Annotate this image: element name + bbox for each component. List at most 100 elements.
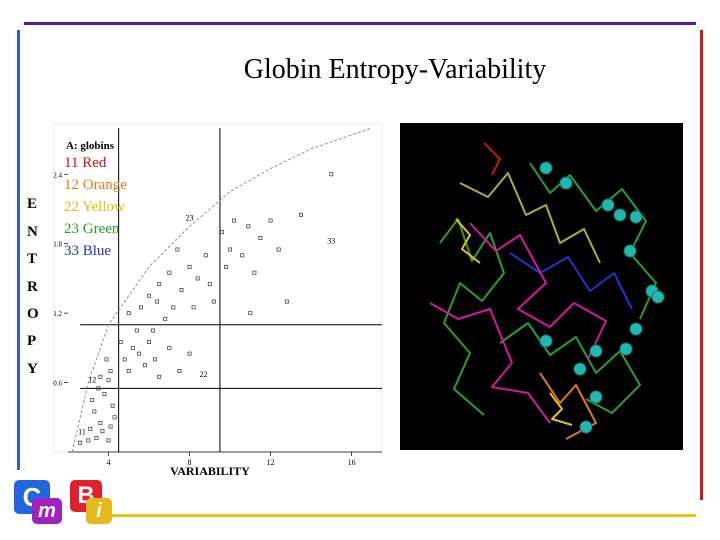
x-tick-label: 12: [267, 458, 275, 467]
data-point: [276, 247, 281, 252]
data-point: [106, 378, 111, 383]
data-point: [252, 270, 257, 275]
region-label: 22: [200, 370, 208, 379]
data-point: [90, 397, 95, 402]
legend-item-green: 23 Green: [64, 221, 120, 237]
data-point: [126, 311, 131, 316]
bottom-rule: [100, 514, 696, 517]
data-point: [94, 436, 99, 441]
data-point: [329, 172, 334, 177]
x-axis-label: VARIABILITY: [170, 464, 250, 478]
data-point: [98, 374, 103, 379]
data-point: [167, 345, 172, 350]
data-point: [179, 288, 184, 292]
data-point: [108, 369, 113, 373]
helix-olive: [459, 172, 601, 264]
data-point: [122, 357, 127, 362]
cyan-residues: [539, 161, 665, 434]
data-points: [78, 172, 334, 445]
data-point: [147, 340, 151, 345]
x-tick-label: 16: [348, 458, 356, 467]
data-point: [224, 264, 228, 269]
y-tick-label: 2.4: [53, 171, 62, 179]
data-point: [126, 369, 131, 373]
data-point: [98, 421, 103, 426]
helix-green-c: [499, 322, 641, 414]
data-point: [100, 429, 105, 434]
data-point: [102, 392, 107, 397]
y-tick-label: 1.2: [53, 310, 62, 318]
logo-letter-m: m: [32, 498, 62, 524]
data-point: [147, 293, 151, 298]
legend-item-red: 11 Red: [64, 155, 107, 171]
region-labels: 11 12 22 23 33: [78, 214, 335, 437]
data-point: [88, 426, 93, 431]
data-point: [92, 409, 97, 414]
entropy-variability-chart: 4 8 12 16 2.4 1.8 1.2 0.6 11 12 22 23 33 A: globins…: [53, 123, 383, 478]
data-point: [246, 224, 251, 229]
ylabel-letter-p: P: [27, 333, 37, 349]
data-point: [157, 374, 162, 379]
data-point: [134, 328, 139, 333]
data-point: [96, 386, 101, 391]
data-point: [187, 351, 192, 356]
region-label: 23: [185, 214, 193, 223]
legend-item-blue: 33 Blue: [64, 243, 112, 259]
region-label: 33: [327, 237, 335, 246]
ylabel-letter-n: N: [27, 224, 38, 240]
helix-blue: [509, 252, 633, 310]
legend: 11 Red 12 Orange 22 Yellow 23 Green 33 B…: [64, 152, 127, 262]
logo-letter-i: i: [86, 498, 112, 524]
data-point: [187, 264, 192, 269]
data-point: [171, 305, 176, 310]
data-point: [258, 235, 263, 240]
data-point: [108, 424, 113, 429]
y-tick-label: 0.6: [53, 380, 62, 388]
data-point: [232, 218, 237, 223]
region-label: 12: [88, 376, 96, 385]
helix-yellow-b: [549, 392, 573, 426]
data-point: [191, 305, 196, 310]
helix-green-a: [439, 218, 505, 416]
chart-title: A: globins: [66, 140, 115, 152]
legend-item-orange: 12 Orange: [64, 177, 127, 193]
data-point: [177, 369, 182, 373]
data-point: [86, 438, 91, 443]
left-rule: [17, 30, 20, 470]
data-point: [78, 440, 83, 445]
ylabel-letter-t: T: [27, 251, 38, 267]
data-point: [207, 282, 212, 287]
region-boundaries: [68, 128, 382, 453]
helix-magenta: [469, 222, 607, 360]
data-point: [118, 340, 123, 345]
data-point: [195, 276, 200, 281]
ylabel-letter-o: O: [27, 306, 39, 322]
plot-frame: [53, 123, 383, 453]
structure-drawing: [429, 142, 665, 440]
data-point: [151, 328, 156, 333]
x-tick-label: 8: [188, 458, 192, 467]
data-point: [106, 438, 111, 443]
top-rule: [24, 22, 696, 25]
data-point: [153, 357, 158, 362]
helix-magenta-b: [429, 302, 551, 424]
y-tick-label: 1.8: [53, 241, 62, 249]
data-point: [130, 345, 135, 350]
data-point: [163, 316, 168, 321]
legend-item-yellow: 22 Yellow: [64, 199, 125, 215]
data-point: [167, 270, 172, 275]
globin-structure-image: [400, 123, 683, 450]
data-point: [220, 230, 224, 235]
data-point: [104, 357, 109, 362]
slide-title: Globin Entropy-Variability: [243, 54, 547, 85]
data-point: [248, 311, 253, 316]
region-label: 11: [78, 428, 86, 437]
logo-letter-b: B: [70, 480, 102, 512]
data-point: [228, 247, 233, 252]
right-rule: [700, 30, 703, 500]
axis-ticks: 4 8 12 16 2.4 1.8 1.2 0.6: [53, 171, 355, 467]
cmbi-logo: C m B i: [14, 480, 112, 526]
data-point: [143, 363, 147, 368]
ylabel-letter-y: Y: [27, 361, 38, 377]
ylabel-letter-e: E: [27, 196, 38, 212]
